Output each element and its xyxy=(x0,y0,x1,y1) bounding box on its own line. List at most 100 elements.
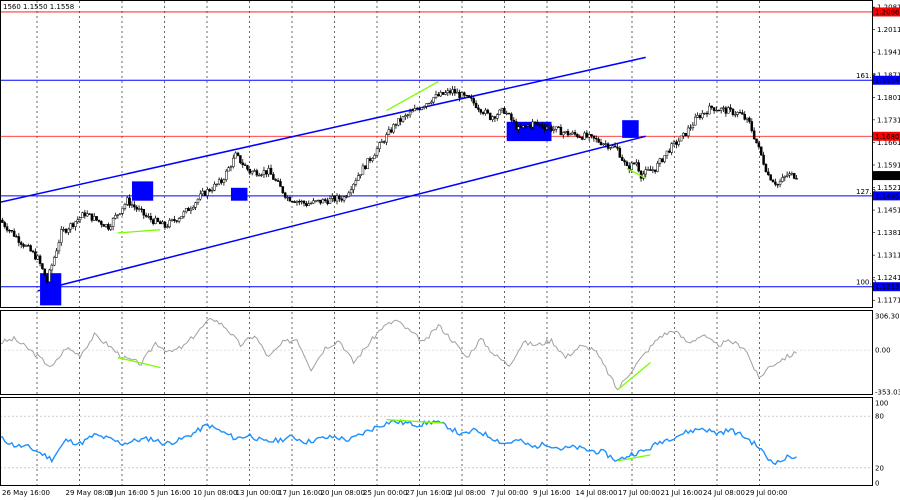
candle-body xyxy=(189,208,193,211)
y-tick-label: 1.1661 xyxy=(877,139,900,147)
candle-body xyxy=(604,143,607,145)
candle-body xyxy=(41,263,44,270)
rsi-y-label: 0 xyxy=(875,480,879,488)
candle-body xyxy=(31,250,35,253)
candle-body xyxy=(76,219,80,222)
candle-body xyxy=(382,141,386,143)
candle-body xyxy=(279,181,282,187)
candle-body xyxy=(170,219,174,221)
candle-body xyxy=(411,110,414,113)
candle-body xyxy=(260,174,263,176)
cci-y-label: 0.00 xyxy=(875,347,891,355)
candle-body xyxy=(397,118,400,126)
candle-body xyxy=(795,178,798,180)
x-tick-label: 17 Jul 00:00 xyxy=(618,489,660,497)
cci-y-label: -353.035 xyxy=(875,389,900,397)
candle-body xyxy=(290,200,294,203)
candle-body xyxy=(331,195,334,199)
candle-body xyxy=(689,127,692,129)
candle-body xyxy=(201,190,204,195)
candle-body xyxy=(194,202,197,208)
candle-body xyxy=(206,189,209,196)
y-tick-label: 1.1381 xyxy=(877,229,900,237)
x-tick-label: 10 Jun 08:00 xyxy=(193,489,237,497)
candle-body xyxy=(731,108,735,115)
candle-body xyxy=(102,224,105,227)
signal-box xyxy=(622,120,639,138)
candle-body xyxy=(691,124,695,128)
candle-body xyxy=(526,124,530,127)
candle-body xyxy=(60,229,63,243)
candle-body xyxy=(340,198,343,201)
candle-body xyxy=(161,221,164,225)
channel-lower-line xyxy=(37,135,646,292)
candle-body xyxy=(503,107,506,114)
candle-body xyxy=(347,192,351,197)
candle-body xyxy=(538,124,541,126)
candle-body xyxy=(265,170,268,175)
candle-body xyxy=(253,170,256,172)
candle-body xyxy=(470,97,473,99)
cci-pane-border xyxy=(0,310,873,395)
candle-body xyxy=(759,146,763,156)
x-tick-label: 7 Jul 00:00 xyxy=(491,489,529,497)
candle-body xyxy=(481,112,485,114)
rsi-line xyxy=(0,419,797,466)
candle-body xyxy=(545,127,549,130)
x-tick-label: 13 Jun 00:00 xyxy=(236,489,280,497)
candle-body xyxy=(637,162,640,172)
candle-body xyxy=(95,216,98,221)
candle-body xyxy=(726,107,730,114)
candle-body xyxy=(243,164,247,166)
candle-body xyxy=(663,155,666,163)
candle-body xyxy=(250,170,254,174)
rsi-pane-border xyxy=(0,397,873,486)
candle-body xyxy=(486,109,490,114)
candle-body xyxy=(644,169,648,175)
candle-body xyxy=(248,169,252,174)
candle-body xyxy=(458,91,461,98)
candle-body xyxy=(64,228,68,233)
candle-body xyxy=(345,196,348,198)
candle-body xyxy=(455,91,459,94)
candle-body xyxy=(479,109,483,113)
candle-body xyxy=(380,141,384,144)
candle-body xyxy=(38,255,42,264)
candle-body xyxy=(413,108,417,112)
candle-body xyxy=(552,129,556,131)
candle-body xyxy=(771,179,775,183)
candle-body xyxy=(783,176,787,178)
candle-body xyxy=(48,269,51,283)
candle-body xyxy=(587,134,591,138)
candle-body xyxy=(715,109,718,112)
candle-body xyxy=(163,221,167,228)
candle-body xyxy=(389,129,393,133)
candle-body xyxy=(415,108,419,110)
candle-body xyxy=(298,201,301,203)
candle-body xyxy=(184,208,188,213)
candle-body xyxy=(236,152,240,156)
candle-body xyxy=(500,107,504,111)
candle-body xyxy=(736,112,739,115)
candle-body xyxy=(507,112,511,115)
candle-body xyxy=(173,219,176,221)
candle-body xyxy=(307,203,310,206)
candle-body xyxy=(712,107,716,111)
candle-body xyxy=(246,165,249,170)
candle-body xyxy=(78,217,82,220)
candle-body xyxy=(140,208,143,210)
candle-body xyxy=(693,116,697,126)
candle-body xyxy=(213,183,216,191)
candle-body xyxy=(430,101,433,104)
candle-body xyxy=(215,183,219,186)
rsi-y-label: 20 xyxy=(875,464,884,472)
candle-body xyxy=(142,209,146,216)
candle-body xyxy=(696,114,699,118)
candle-body xyxy=(302,200,306,204)
candle-body xyxy=(427,102,431,105)
candle-body xyxy=(90,213,94,221)
candle-body xyxy=(349,189,353,194)
candle-body xyxy=(147,215,150,218)
candle-body xyxy=(385,134,388,143)
candle-body xyxy=(404,115,407,117)
